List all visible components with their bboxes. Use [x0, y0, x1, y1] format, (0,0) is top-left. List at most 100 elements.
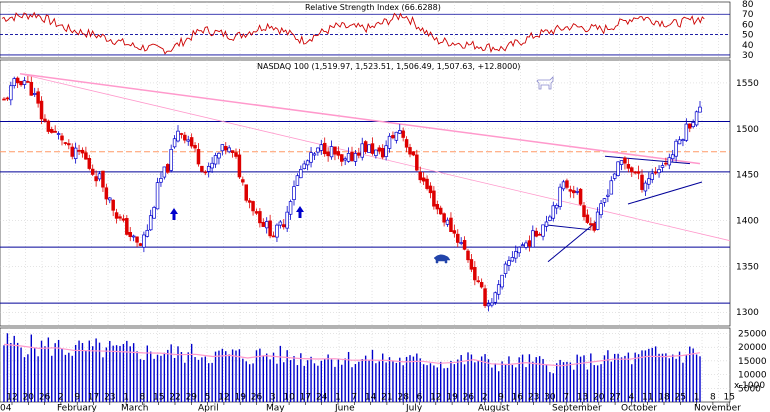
candle-body: [73, 147, 78, 159]
candle-body: [394, 131, 399, 141]
x-axis-month-label: 04: [0, 404, 12, 412]
candle-body: [660, 165, 665, 168]
candle-body: [691, 122, 695, 128]
candle-body: [421, 177, 426, 182]
price-tick-label: 1550: [736, 79, 759, 89]
candle-body: [227, 147, 231, 153]
candle-body: [247, 200, 252, 203]
candle-body: [623, 157, 627, 164]
candle-body: [527, 240, 532, 247]
candle-body: [135, 236, 139, 243]
x-axis-day-label: 13: [577, 393, 588, 403]
x-axis-day-label: 19: [446, 393, 458, 403]
candle-body: [50, 129, 54, 133]
x-axis-day-label: 8: [710, 393, 716, 403]
rsi-tick-label: 50: [742, 31, 754, 41]
candle-body: [5, 97, 10, 100]
volume-pane: 25000 20000 15000 10000 5000 x 1000: [0, 327, 767, 403]
candle-body: [230, 150, 235, 153]
candle-body: [12, 78, 16, 86]
candle-body: [473, 267, 477, 281]
candle-body: [67, 143, 71, 146]
candle-body: [476, 280, 480, 283]
x-axis-day-label: 12: [6, 393, 17, 403]
candle-body: [46, 120, 51, 132]
candle-body: [408, 147, 412, 155]
candle-body: [224, 146, 228, 151]
x-axis-month-label: May: [266, 404, 285, 412]
candle-body: [210, 162, 214, 169]
x-axis-month-label: June: [334, 404, 355, 412]
candle-body: [520, 244, 525, 247]
candle-body: [398, 130, 402, 134]
candle-body: [544, 221, 549, 227]
candle-body: [63, 142, 68, 144]
x-axis-day-label: 7: [563, 393, 569, 403]
candle-body: [213, 155, 218, 165]
candle-body: [285, 211, 289, 229]
candle-body: [667, 157, 672, 166]
candle-body: [22, 80, 27, 85]
rsi-title: Relative Strength Index (66.6288): [305, 3, 441, 12]
x-axis-month-label: July: [405, 404, 423, 412]
candle-body: [435, 204, 440, 210]
candle-body: [131, 235, 136, 238]
bear-icon: [433, 254, 451, 264]
x-axis-day-label: 1: [335, 393, 341, 403]
candle-body: [309, 152, 313, 163]
candle-body: [541, 224, 545, 237]
candle-body: [319, 144, 324, 151]
candle-body: [592, 223, 596, 231]
candle-body: [582, 205, 586, 218]
x-axis: 12 20 26 2 9 17 23 1 8 15 22 29 5 12 19 26 3 10 17 24 1 7 14 21…: [0, 393, 741, 412]
price-tick-label: 1400: [736, 217, 759, 227]
candle-body: [360, 143, 364, 158]
x-axis-day-label: 2: [58, 393, 64, 403]
candle-body: [241, 179, 245, 183]
candle-body: [343, 158, 347, 161]
candle-body: [2, 98, 6, 101]
volume-tick-label: 5000: [738, 384, 761, 394]
candle-body: [517, 246, 521, 254]
candle-body: [503, 263, 508, 274]
candle-body: [602, 198, 607, 203]
x-axis-day-label: 4: [629, 393, 635, 403]
candle-body: [459, 242, 463, 244]
x-axis-day-label: 18: [658, 393, 670, 403]
x-axis-day-label: 14: [365, 393, 377, 403]
candle-body: [650, 173, 654, 180]
x-axis-day-label: 17: [300, 393, 311, 403]
x-axis-day-label: 15: [723, 393, 734, 403]
candle-body: [258, 211, 262, 224]
x-axis-day-label: 24: [316, 393, 328, 403]
candle-body: [510, 257, 515, 262]
x-axis-month-label: October: [621, 404, 657, 412]
candle-body: [29, 81, 34, 96]
candle-body: [179, 133, 184, 135]
candle-body: [425, 178, 429, 189]
candle-body: [125, 218, 129, 235]
candle-body: [56, 133, 61, 135]
candle-body: [568, 189, 573, 192]
candle-body: [145, 229, 150, 237]
x-axis-month-label: August: [478, 404, 510, 412]
x-axis-day-label: 19: [234, 393, 246, 403]
candle-body: [217, 152, 221, 159]
price-tick-label: 1450: [736, 171, 759, 181]
candle-body: [254, 211, 259, 214]
candle-body: [114, 212, 119, 219]
candle-body: [684, 123, 689, 141]
candle-body: [595, 211, 600, 230]
candle-body: [77, 150, 81, 152]
candle-body: [264, 221, 269, 229]
candle-body: [572, 190, 576, 194]
candle-body: [554, 204, 559, 209]
candle-body: [220, 144, 225, 152]
candle-body: [524, 242, 528, 248]
downtrend-line: [19, 73, 731, 242]
x-axis-day-label: 7: [351, 393, 357, 403]
candle-body: [196, 149, 201, 165]
candle-body: [404, 139, 409, 148]
candle-body: [162, 166, 167, 178]
candle-body: [514, 251, 518, 259]
